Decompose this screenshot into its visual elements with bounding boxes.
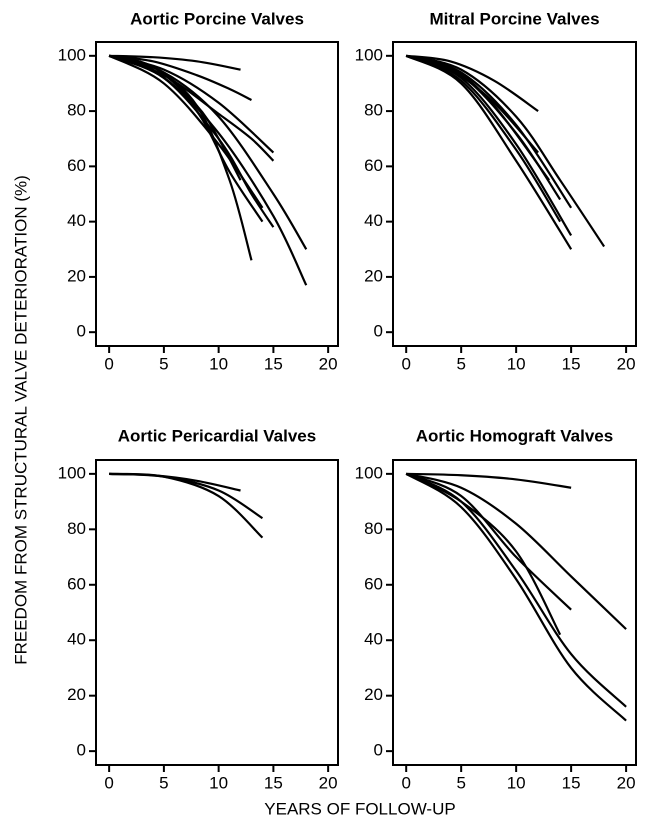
survival-curve [405,54,562,223]
survival-curve [405,472,627,630]
survival-curve [108,54,264,223]
y-tick-label: 20 [364,685,383,704]
y-tick-label: 40 [67,630,86,649]
y-tick-label: 80 [67,519,86,538]
survival-curve [109,472,241,492]
survival-curve [109,54,241,71]
y-tick-label: 60 [67,574,86,593]
survival-curve [108,54,308,286]
plot-frame [392,41,637,347]
plot-frame [392,459,637,766]
x-tick-label: 15 [264,773,283,792]
y-tick-label: 80 [364,101,383,120]
x-tick-label: 15 [562,773,581,792]
survival-curve [108,54,275,162]
y-axis-label: FREEDOM FROM STRUCTURAL VALVE DETERIORAT… [11,175,30,665]
plot-frame [95,459,339,766]
x-tick-label: 5 [159,773,168,792]
x-tick-label: 15 [264,354,283,373]
x-tick-label: 10 [507,773,526,792]
y-tick-label: 0 [374,322,383,341]
y-tick-label: 0 [77,741,86,760]
x-tick-label: 0 [401,773,410,792]
plot-frame [95,41,339,347]
x-tick-label: 20 [617,773,636,792]
y-tick-label: 100 [58,45,86,64]
x-tick-label: 20 [617,354,636,373]
survival-curve [405,54,539,154]
x-tick-label: 0 [104,354,113,373]
x-tick-label: 20 [319,773,338,792]
x-tick-label: 5 [456,773,465,792]
chart-title: Aortic Pericardial Valves [118,426,316,445]
survival-curve [406,54,539,112]
y-tick-label: 100 [355,463,383,482]
y-tick-label: 40 [364,211,383,230]
survival-curve [109,472,264,539]
survival-curve [405,54,606,248]
y-tick-label: 0 [374,741,383,760]
survival-curve [108,54,264,209]
chart-title: Aortic Porcine Valves [130,9,304,28]
y-tick-label: 40 [67,211,86,230]
survival-curve [405,472,562,636]
x-axis-label: YEARS OF FOLLOW-UP [264,799,455,818]
x-tick-label: 5 [456,354,465,373]
y-tick-label: 20 [67,685,86,704]
x-tick-label: 10 [209,773,228,792]
survival-curve [109,472,264,520]
y-tick-label: 0 [77,322,86,341]
y-tick-label: 100 [58,463,86,482]
x-tick-label: 10 [209,354,228,373]
survival-curve [108,54,242,181]
y-tick-label: 80 [364,519,383,538]
survival-curve [406,472,572,489]
y-tick-label: 60 [364,156,383,175]
x-tick-label: 5 [159,354,168,373]
y-tick-label: 100 [355,45,383,64]
y-tick-label: 60 [364,574,383,593]
y-tick-label: 20 [364,266,383,285]
survival-curve [405,472,627,708]
survival-curve [405,54,573,250]
x-tick-label: 0 [401,354,410,373]
chart-title: Aortic Homograft Valves [416,426,613,445]
chart-title: Mitral Porcine Valves [429,9,599,28]
x-tick-label: 20 [319,354,338,373]
x-tick-label: 15 [562,354,581,373]
x-tick-label: 0 [104,773,113,792]
survival-curve [109,54,252,102]
y-tick-label: 40 [364,630,383,649]
x-tick-label: 10 [507,354,526,373]
survival-curve [405,472,627,722]
y-tick-label: 60 [67,156,86,175]
survival-curve [405,472,572,611]
y-tick-label: 80 [67,101,86,120]
y-tick-label: 20 [67,266,86,285]
